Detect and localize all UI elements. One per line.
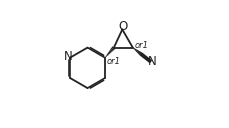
Text: or1: or1	[106, 57, 120, 66]
Text: or1: or1	[134, 41, 148, 50]
Text: N: N	[147, 55, 156, 68]
Text: N: N	[63, 50, 72, 63]
Text: O: O	[118, 20, 127, 33]
